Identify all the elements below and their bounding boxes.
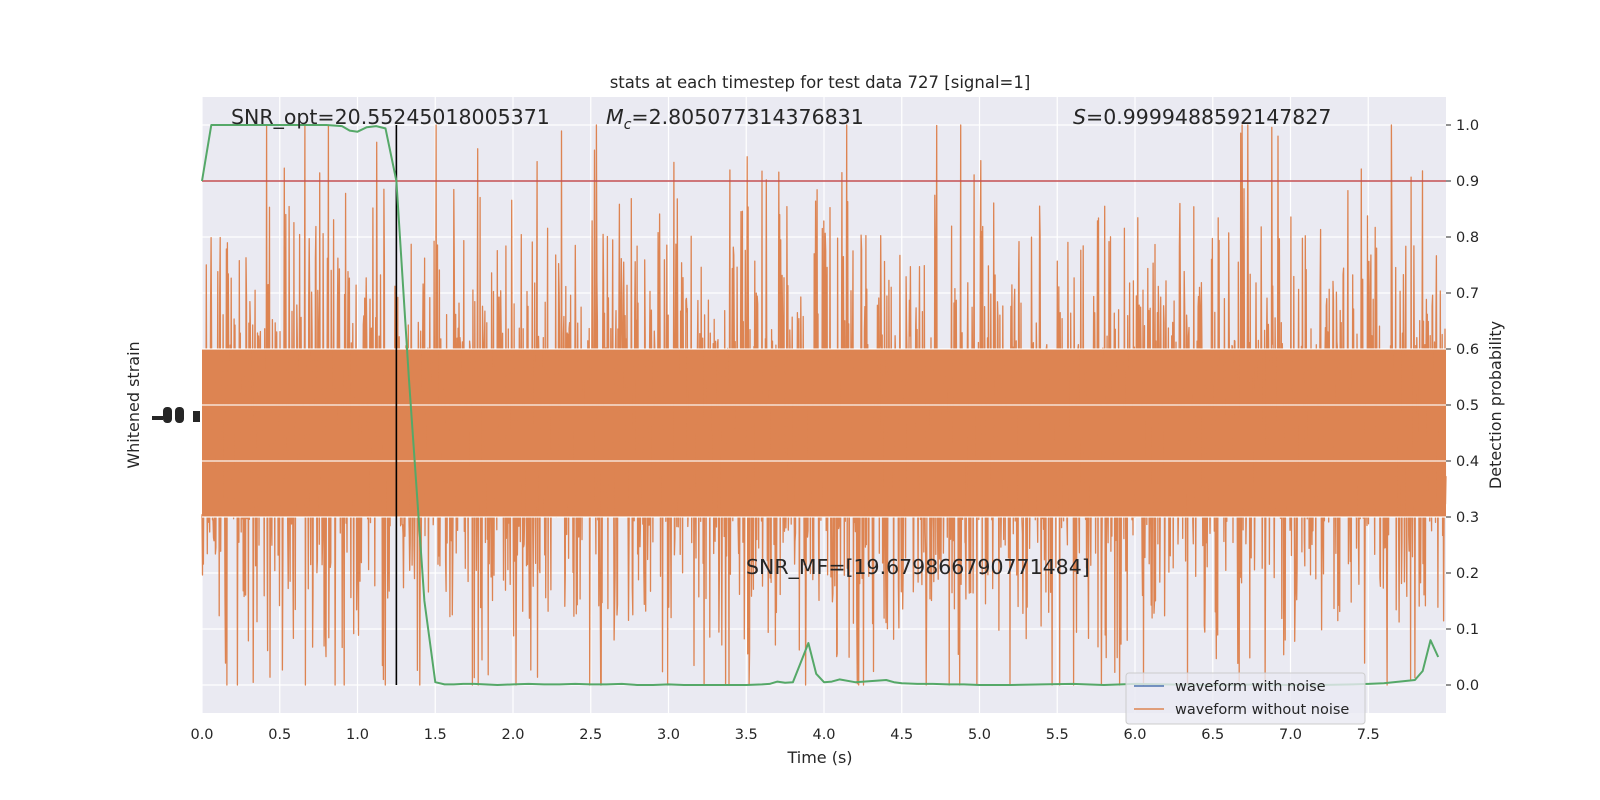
x-tick-label: 3.0 (657, 727, 680, 743)
y-tick-label: 0.2 (1456, 566, 1479, 582)
s-symbol: S (1073, 105, 1086, 129)
legend-label-with-noise: waveform with noise (1175, 679, 1326, 695)
x-axis-label: Time (s) (786, 748, 852, 767)
x-tick-label: 4.0 (812, 727, 835, 743)
x-tick-label: 0.0 (190, 727, 213, 743)
y-tick-label: 1.0 (1456, 118, 1479, 134)
x-tick-label: 2.0 (501, 727, 524, 743)
y-tick-label: 0.9 (1456, 174, 1479, 190)
chart-title: stats at each timestep for test data 727… (610, 73, 1031, 92)
y-tick-label: 0.3 (1456, 510, 1479, 526)
x-tick-label: 5.5 (1046, 727, 1069, 743)
y-tick-label: 0.5 (1456, 398, 1479, 414)
y-tick-label: 0.4 (1456, 454, 1479, 470)
chirp-mass-symbol: M (606, 105, 624, 129)
y-axis-label-left: Whitened strain (124, 341, 143, 468)
chirp-mass-subscript: c (624, 117, 632, 133)
chirp-mass-value: =2.805077314376831 (631, 105, 863, 129)
snr-mf-annotation: SNR_MF=[19.679866790771484] (746, 555, 1090, 580)
chirp-mass-annotation: Mc=2.805077314376831 (606, 105, 864, 133)
y-axis-label-right: Detection probability (1486, 321, 1505, 489)
s-annotation: S=0.9999488592147827 (1073, 105, 1331, 129)
y-tick-label: 0.7 (1456, 286, 1479, 302)
x-tick-label: 5.0 (968, 727, 991, 743)
y-ticks-right: 0.0 0.1 0.2 0.3 0.4 0.5 0.6 0.7 0.8 0.9 1.0 (1446, 118, 1479, 694)
x-tick-label: 3.5 (735, 727, 758, 743)
legend-label-without-noise: waveform without noise (1175, 702, 1349, 718)
x-tick-label: 1.0 (346, 727, 369, 743)
y-tick-label: 0.8 (1456, 230, 1479, 246)
x-tick-label: 1.5 (424, 727, 447, 743)
y-tick-label: 0.0 (1456, 678, 1479, 694)
x-ticks: 0.0 0.5 1.0 1.5 2.0 2.5 3.0 3.5 4.0 4.5 5.0 5.5 6.0 6… (190, 727, 1379, 743)
x-tick-label: 4.5 (890, 727, 913, 743)
x-tick-label: 2.5 (579, 727, 602, 743)
legend-box (1125, 672, 1366, 725)
x-tick-label: 7.0 (1279, 727, 1302, 743)
y-tick-label: 0.1 (1456, 622, 1479, 638)
x-tick-label: 6.0 (1123, 727, 1146, 743)
x-tick-label: 6.5 (1201, 727, 1224, 743)
x-tick-label: 0.5 (268, 727, 291, 743)
x-tick-label: 7.5 (1357, 727, 1380, 743)
left-axis-collapsed-ticks (152, 407, 200, 423)
snr-opt-annotation: SNR_opt=20.55245018005371 (231, 105, 550, 130)
y-tick-label: 0.6 (1456, 342, 1479, 358)
strain-line (201, 124, 1447, 686)
legend: waveform with noise waveform without noi… (1125, 672, 1366, 725)
s-value: =0.9999488592147827 (1086, 105, 1331, 129)
